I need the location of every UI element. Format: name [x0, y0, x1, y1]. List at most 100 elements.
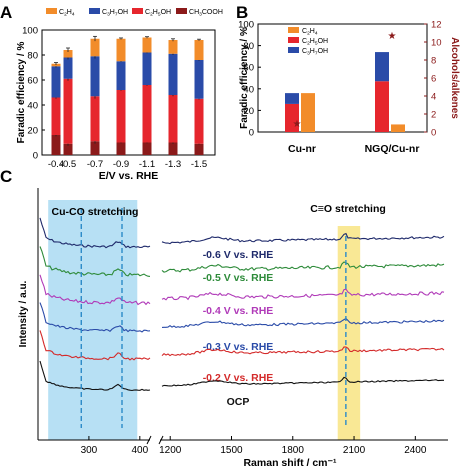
axis-break [146, 435, 152, 445]
x-tick-label: 300 [81, 445, 98, 456]
bar-segment [63, 143, 73, 155]
legend-swatch [288, 27, 299, 33]
bar-c2h4 [391, 124, 405, 132]
bar-segment [194, 40, 204, 60]
bar-c3h7oh [375, 52, 389, 82]
y-tick-label: 80 [27, 51, 38, 62]
series-label: -0.5 V vs. RHE [203, 272, 274, 284]
spectrum-line-right [161, 376, 444, 387]
y-tick-label: 0 [33, 151, 38, 162]
y-tick-label: 60 [27, 76, 38, 87]
x-tick-label: -0.9 [113, 159, 129, 170]
y-tick-label: 60 [243, 63, 254, 74]
legend-label: C3H7OH [102, 9, 128, 18]
legend-label: C2H4 [302, 28, 318, 37]
spectrum-line-left [39, 302, 151, 333]
bar-segment [142, 37, 152, 53]
bar-segment [116, 90, 126, 143]
bar-c2h4 [301, 93, 315, 132]
bar-segment [63, 50, 73, 58]
legend-label: C2H4 [59, 9, 75, 18]
x-tick-label: -1.1 [139, 159, 155, 170]
x-tick-label: 2100 [343, 445, 366, 456]
y-right-tick-label: 12 [431, 20, 442, 31]
y-right-tick-label: 10 [431, 38, 442, 49]
legend-swatch [176, 8, 187, 14]
legend-label: C2H5OH [145, 9, 171, 18]
x-tick-label: 1500 [220, 445, 243, 456]
x-tick-label: 400 [131, 445, 148, 456]
bar-c3h7oh [285, 93, 299, 104]
y-tick-label: 100 [22, 26, 38, 37]
legend-label: C2H5OH [302, 38, 328, 47]
annotation-co: C≡O stretching [310, 203, 386, 215]
panel-label-c: C [0, 167, 12, 186]
plot-frame [257, 23, 428, 133]
bar-segment [142, 85, 152, 143]
x-axis-label: E/V vs. RHE [99, 170, 159, 182]
legend-swatch [46, 8, 57, 14]
x-tick-label: 1800 [282, 445, 305, 456]
bar-segment [90, 141, 100, 155]
x-tick-label: -0.5 [60, 159, 76, 170]
bar-segment [63, 57, 73, 79]
bar-c2h5oh [285, 103, 299, 132]
bar-segment [168, 95, 178, 143]
y-right-axis-label: Alcohols/alkenes [449, 37, 460, 119]
spectrum-line-left [39, 330, 151, 361]
spectrum-line-right [161, 346, 445, 357]
bar-segment [90, 56, 100, 97]
series-label: -0.3 V vs. RHE [203, 341, 274, 353]
ratio-marker: ★ [293, 119, 302, 130]
bar-segment [194, 143, 204, 155]
y-tick-label: 40 [27, 101, 38, 112]
ratio-marker: ★ [388, 31, 397, 42]
spectrum-line-left [39, 246, 151, 277]
bar-c2h5oh [375, 81, 389, 132]
panel-a-chart: 0 20 40 60 80 100 -0.4-0.5 -0.7 -0.9 -1.1 -1.3 -1.5… [16, 8, 223, 182]
x-tick-label: -0.7 [87, 159, 103, 170]
x-tick-label: Cu-nr [288, 143, 316, 155]
legend-label: CH3COOH [189, 9, 223, 18]
spectrum-line-right [161, 261, 445, 273]
x-tick-label: NGQ/Cu-nr [365, 143, 420, 155]
y-right-tick-label: 6 [431, 74, 436, 85]
legend-swatch [89, 8, 100, 14]
y-right-tick-label: 2 [431, 110, 436, 121]
bar-segment [194, 60, 204, 99]
y-right-tick-label: 0 [431, 128, 436, 139]
y-tick-label: 20 [243, 106, 254, 117]
spectrum-line-left [39, 360, 151, 392]
legend-swatch [288, 37, 299, 43]
bar-segment [90, 96, 100, 142]
y-tick-label: 100 [238, 20, 254, 31]
x-tick-label: -1.5 [191, 159, 207, 170]
highlight-region-co [337, 226, 361, 440]
bar-segment [51, 66, 61, 98]
x-axis-label: Raman shift / cm⁻¹ [243, 457, 337, 469]
bar-segment [168, 40, 178, 54]
series-label: OCP [227, 396, 250, 408]
x-tick-label: -1.3 [165, 159, 181, 170]
series-label: -0.4 V vs. RHE [203, 305, 274, 317]
y-axis-label: Intensity / a.u. [18, 280, 29, 347]
plot-frame [41, 29, 216, 156]
bar-segment [51, 135, 61, 155]
legend-swatch [132, 8, 143, 14]
bar-segment [168, 142, 178, 155]
legend-swatch [288, 47, 299, 53]
spectrum-line-right [161, 288, 445, 301]
spectrum-line-left [39, 217, 151, 249]
y-axis-label: Faradic efficiency / % [16, 42, 27, 144]
bar-segment [142, 142, 152, 155]
bar-segment [194, 98, 204, 144]
bar-segment [116, 61, 126, 90]
panel-b-chart: 0 20 40 60 80 100 0 2 4 6 8 10 12 Cu-nr ★ NGQ/Cu-nr ★ Far… [238, 20, 460, 156]
y-tick-label: 20 [27, 126, 38, 137]
y-tick-label: 0 [249, 128, 254, 139]
y-right-tick-label: 4 [431, 92, 436, 103]
spectrum-line-right [161, 232, 445, 245]
y-axis-label: Faradic efficiency / % [239, 27, 250, 129]
x-tick-label: 2400 [404, 445, 427, 456]
